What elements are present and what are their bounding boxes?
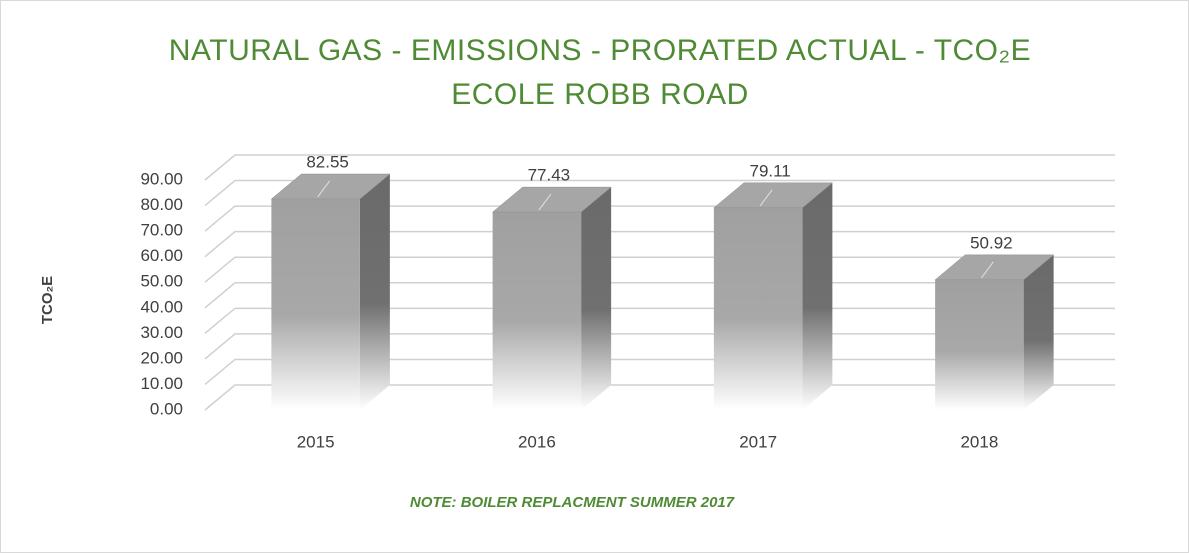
bar-side bbox=[802, 182, 833, 410]
y-tick-label: 80.00 bbox=[140, 195, 183, 214]
chart-title: NATURAL GAS - EMISSIONS - PRORATED ACTUA… bbox=[169, 34, 1031, 67]
value-label: 79.11 bbox=[749, 161, 790, 180]
bar-side bbox=[359, 174, 390, 410]
leader-line bbox=[980, 261, 994, 279]
leader-line bbox=[759, 189, 773, 207]
y-tick-label: 60.00 bbox=[140, 246, 183, 265]
bar bbox=[713, 207, 803, 410]
bar bbox=[935, 279, 1024, 410]
annotation: NOTE: BOILER REPLACMENT SUMMER 2017 bbox=[410, 494, 735, 511]
y-tick-label: 0.00 bbox=[150, 399, 183, 418]
y-tick-label: 40.00 bbox=[140, 297, 183, 316]
bar-side bbox=[581, 187, 612, 410]
chart-subtitle: ECOLE ROBB ROAD bbox=[451, 78, 749, 111]
bar bbox=[271, 199, 360, 410]
value-label: 77.43 bbox=[528, 166, 571, 185]
y-tick-label: 30.00 bbox=[140, 323, 183, 342]
x-tick-label: 2015 bbox=[297, 432, 335, 451]
y-axis-label: TCO₂E bbox=[39, 276, 56, 324]
bar-top bbox=[934, 254, 1055, 281]
y-tick-label: 20.00 bbox=[140, 348, 183, 367]
y-tick-label: 10.00 bbox=[140, 374, 183, 393]
bar-top bbox=[270, 173, 391, 200]
grid-line bbox=[204, 179, 1115, 207]
grid-line bbox=[204, 154, 1115, 181]
bar bbox=[492, 212, 582, 410]
leader-line bbox=[538, 193, 552, 211]
x-tick-label: 2017 bbox=[739, 432, 777, 451]
x-tick-label: 2018 bbox=[960, 432, 998, 451]
value-label: 82.55 bbox=[306, 153, 349, 172]
value-label: 50.92 bbox=[970, 233, 1013, 252]
leader-line bbox=[317, 180, 331, 198]
y-tick-label: 50.00 bbox=[140, 272, 183, 291]
bar-top bbox=[491, 186, 612, 213]
y-tick-label: 70.00 bbox=[140, 221, 183, 240]
y-tick-label: 90.00 bbox=[140, 169, 183, 188]
x-tick-label: 2016 bbox=[518, 432, 556, 451]
bar-top bbox=[713, 182, 834, 209]
bar-side bbox=[1023, 254, 1054, 410]
